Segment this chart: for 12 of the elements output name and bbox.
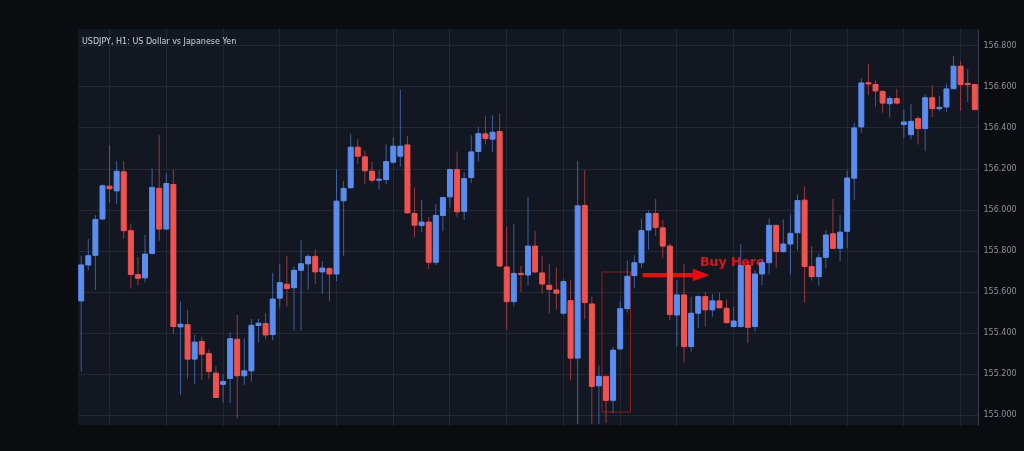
y-tick-label: 155.200 xyxy=(983,369,1017,379)
y-tick-label: 155.600 xyxy=(983,287,1017,297)
annotation: Buy Here xyxy=(700,254,765,269)
y-tick-label: 155.400 xyxy=(983,328,1017,338)
y-tick-label: 155.000 xyxy=(983,410,1017,420)
y-tick-label: 155.800 xyxy=(983,246,1017,256)
y-tick-label: 156.600 xyxy=(983,81,1017,91)
y-tick-label: 156.800 xyxy=(983,40,1017,50)
y-tick-label: 156.200 xyxy=(983,164,1017,174)
y-tick-label: 156.000 xyxy=(983,205,1017,215)
text: USDJPY, H1: US Dollar vs Japanese Yen xyxy=(82,37,237,46)
y-tick-label: 156.400 xyxy=(983,122,1017,132)
